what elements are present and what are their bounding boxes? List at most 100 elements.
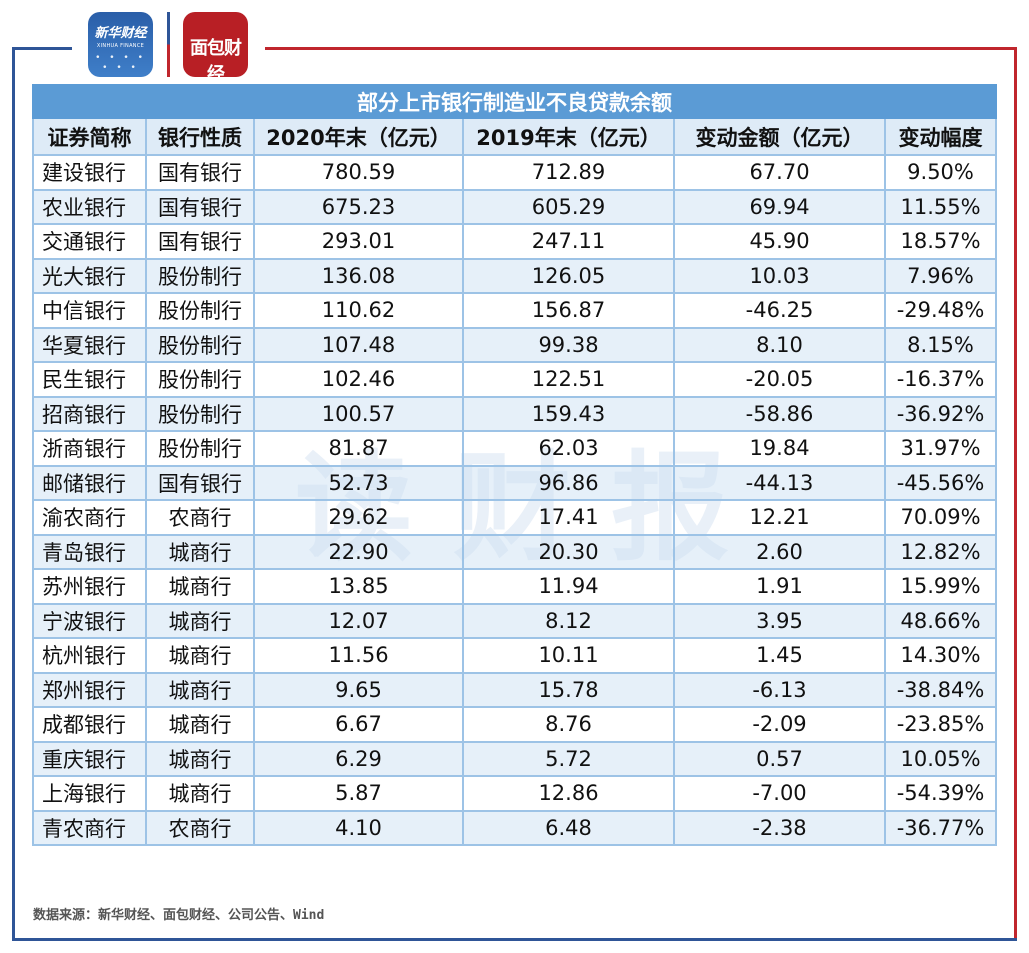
cell-npl-2020: 12.07 [253, 602, 464, 639]
table-row: 建设银行 国有银行 780.59 712.89 67.70 9.50% [32, 154, 998, 191]
column-header-change-amount: 变动金额（亿元） [673, 117, 886, 156]
network-dots-icon: • • • • • • • [95, 53, 146, 73]
table-row: 渝农商行 农商行 29.62 17.41 12.21 70.09% [32, 499, 998, 536]
table-row: 郑州银行 城商行 9.65 15.78 -6.13 -38.84% [32, 671, 998, 708]
column-header-npl-2019: 2019年末（亿元） [462, 117, 675, 156]
cell-stock-name: 青岛银行 [32, 533, 147, 570]
cell-npl-2020: 9.65 [253, 671, 464, 708]
cell-stock-name: 郑州银行 [32, 671, 147, 708]
cell-bank-type: 股份制行 [145, 361, 255, 398]
cell-npl-2020: 4.10 [253, 809, 464, 846]
cell-bank-type: 股份制行 [145, 430, 255, 467]
cell-change-amount: -2.09 [673, 706, 886, 743]
cell-stock-name: 宁波银行 [32, 602, 147, 639]
cell-bank-type: 国有银行 [145, 188, 255, 225]
table-row: 中信银行 股份制行 110.62 156.87 -46.25 -29.48% [32, 292, 998, 329]
cell-bank-type: 城商行 [145, 602, 255, 639]
cell-change-amount: 3.95 [673, 602, 886, 639]
cell-npl-2019: 20.30 [462, 533, 675, 570]
mianbao-logo-text: 面包财经 [190, 38, 242, 77]
cell-change-pct: -36.92% [883, 395, 998, 432]
cell-change-pct: 12.82% [883, 533, 998, 570]
cell-stock-name: 光大银行 [32, 257, 147, 294]
cell-bank-type: 城商行 [145, 671, 255, 708]
cell-npl-2019: 605.29 [462, 188, 675, 225]
cell-npl-2019: 8.12 [462, 602, 675, 639]
frame-border-left [12, 47, 15, 941]
cell-bank-type: 城商行 [145, 706, 255, 743]
table-row: 交通银行 国有银行 293.01 247.11 45.90 18.57% [32, 223, 998, 260]
frame-border-bottom [12, 938, 1017, 941]
table-row: 杭州银行 城商行 11.56 10.11 1.45 14.30% [32, 637, 998, 674]
table-title: 部分上市银行制造业不良贷款余额 [31, 84, 998, 119]
cell-npl-2019: 62.03 [462, 430, 675, 467]
cell-change-amount: 69.94 [673, 188, 886, 225]
cell-change-amount: -6.13 [673, 671, 886, 708]
cell-change-amount: 10.03 [673, 257, 886, 294]
cell-npl-2020: 136.08 [253, 257, 464, 294]
cell-npl-2020: 780.59 [253, 154, 464, 191]
table-row: 上海银行 城商行 5.87 12.86 -7.00 -54.39% [32, 775, 998, 812]
cell-npl-2019: 712.89 [462, 154, 675, 191]
column-header-change-pct: 变动幅度 [883, 117, 998, 156]
table-row: 成都银行 城商行 6.67 8.76 -2.09 -23.85% [32, 706, 998, 743]
logo-divider [167, 12, 170, 77]
cell-stock-name: 交通银行 [32, 223, 147, 260]
cell-npl-2020: 29.62 [253, 499, 464, 536]
cell-npl-2020: 107.48 [253, 326, 464, 363]
cell-npl-2020: 675.23 [253, 188, 464, 225]
cell-bank-type: 股份制行 [145, 326, 255, 363]
cell-change-pct: 9.50% [883, 154, 998, 191]
cell-change-amount: 8.10 [673, 326, 886, 363]
cell-bank-type: 国有银行 [145, 464, 255, 501]
cell-npl-2019: 122.51 [462, 361, 675, 398]
cell-npl-2019: 17.41 [462, 499, 675, 536]
table-row: 宁波银行 城商行 12.07 8.12 3.95 48.66% [32, 602, 998, 639]
cell-npl-2020: 13.85 [253, 568, 464, 605]
cell-bank-type: 国有银行 [145, 154, 255, 191]
cell-npl-2020: 52.73 [253, 464, 464, 501]
column-header-npl-2020: 2020年末（亿元） [253, 117, 464, 156]
cell-stock-name: 青农商行 [32, 809, 147, 846]
cell-change-amount: -58.86 [673, 395, 886, 432]
cell-bank-type: 国有银行 [145, 223, 255, 260]
table-row: 民生银行 股份制行 102.46 122.51 -20.05 -16.37% [32, 361, 998, 398]
cell-npl-2020: 6.67 [253, 706, 464, 743]
frame-border-top-red [265, 47, 1017, 50]
cell-change-pct: 11.55% [883, 188, 998, 225]
cell-change-amount: 19.84 [673, 430, 886, 467]
npl-table: 部分上市银行制造业不良贷款余额 证券简称 银行性质 2020年末（亿元） 2019年末… [31, 84, 998, 846]
cell-change-amount: -20.05 [673, 361, 886, 398]
cell-npl-2020: 11.56 [253, 637, 464, 674]
frame-border-top-blue [12, 47, 72, 50]
cell-stock-name: 重庆银行 [32, 740, 147, 777]
cell-change-amount: 1.45 [673, 637, 886, 674]
cell-change-pct: -23.85% [883, 706, 998, 743]
cell-bank-type: 股份制行 [145, 257, 255, 294]
cell-change-amount: 67.70 [673, 154, 886, 191]
cell-change-amount: -2.38 [673, 809, 886, 846]
table-row: 光大银行 股份制行 136.08 126.05 10.03 7.96% [32, 257, 998, 294]
cell-stock-name: 渝农商行 [32, 499, 147, 536]
cell-change-pct: 18.57% [883, 223, 998, 260]
cell-npl-2020: 102.46 [253, 361, 464, 398]
cell-change-amount: 0.57 [673, 740, 886, 777]
cell-change-amount: -7.00 [673, 775, 886, 812]
cell-change-pct: 7.96% [883, 257, 998, 294]
cell-change-pct: 10.05% [883, 740, 998, 777]
xinhua-logo-cn: 新华财经 [94, 26, 147, 41]
cell-npl-2019: 126.05 [462, 257, 675, 294]
cell-change-pct: 14.30% [883, 637, 998, 674]
table-row: 重庆银行 城商行 6.29 5.72 0.57 10.05% [32, 740, 998, 777]
table-header-row: 证券简称 银行性质 2020年末（亿元） 2019年末（亿元） 变动金额（亿元） 变动幅度 [32, 117, 998, 156]
cell-npl-2019: 99.38 [462, 326, 675, 363]
column-header-bank-type: 银行性质 [145, 117, 255, 156]
table-row: 邮储银行 国有银行 52.73 96.86 -44.13 -45.56% [32, 464, 998, 501]
cell-npl-2019: 10.11 [462, 637, 675, 674]
cell-stock-name: 杭州银行 [32, 637, 147, 674]
cell-stock-name: 民生银行 [32, 361, 147, 398]
xinhua-finance-logo: 新华财经 XINHUA FINANCE • • • • • • • [88, 12, 153, 77]
table-row: 招商银行 股份制行 100.57 159.43 -58.86 -36.92% [32, 395, 998, 432]
cell-stock-name: 农业银行 [32, 188, 147, 225]
cell-stock-name: 上海银行 [32, 775, 147, 812]
